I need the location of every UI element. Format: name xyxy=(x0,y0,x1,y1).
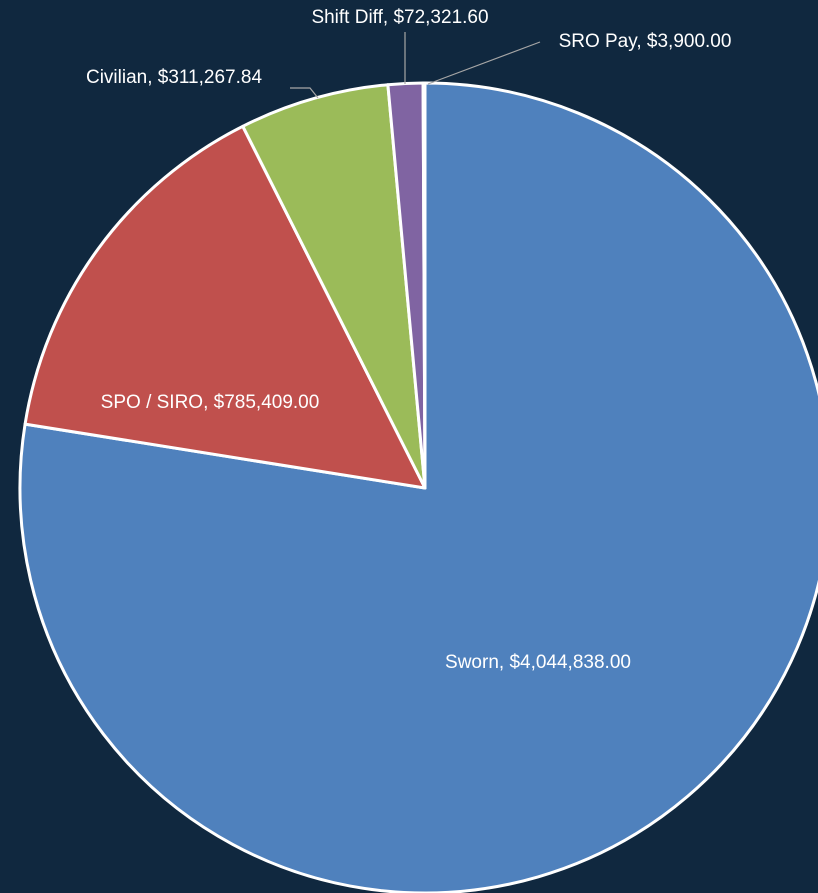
data-label: Sworn, $4,044,838.00 xyxy=(445,652,631,673)
leader-line xyxy=(290,87,319,99)
data-label: Shift Diff, $72,321.60 xyxy=(311,7,488,28)
data-label: SPO / SIRO, $785,409.00 xyxy=(101,392,320,413)
leader-line xyxy=(427,41,541,85)
pie-slice xyxy=(241,83,427,490)
pie-slice xyxy=(23,124,427,490)
pie-slice xyxy=(421,81,427,490)
data-label: SRO Pay, $3,900.00 xyxy=(559,31,732,52)
data-label: Civilian, $311,267.84 xyxy=(86,67,262,88)
